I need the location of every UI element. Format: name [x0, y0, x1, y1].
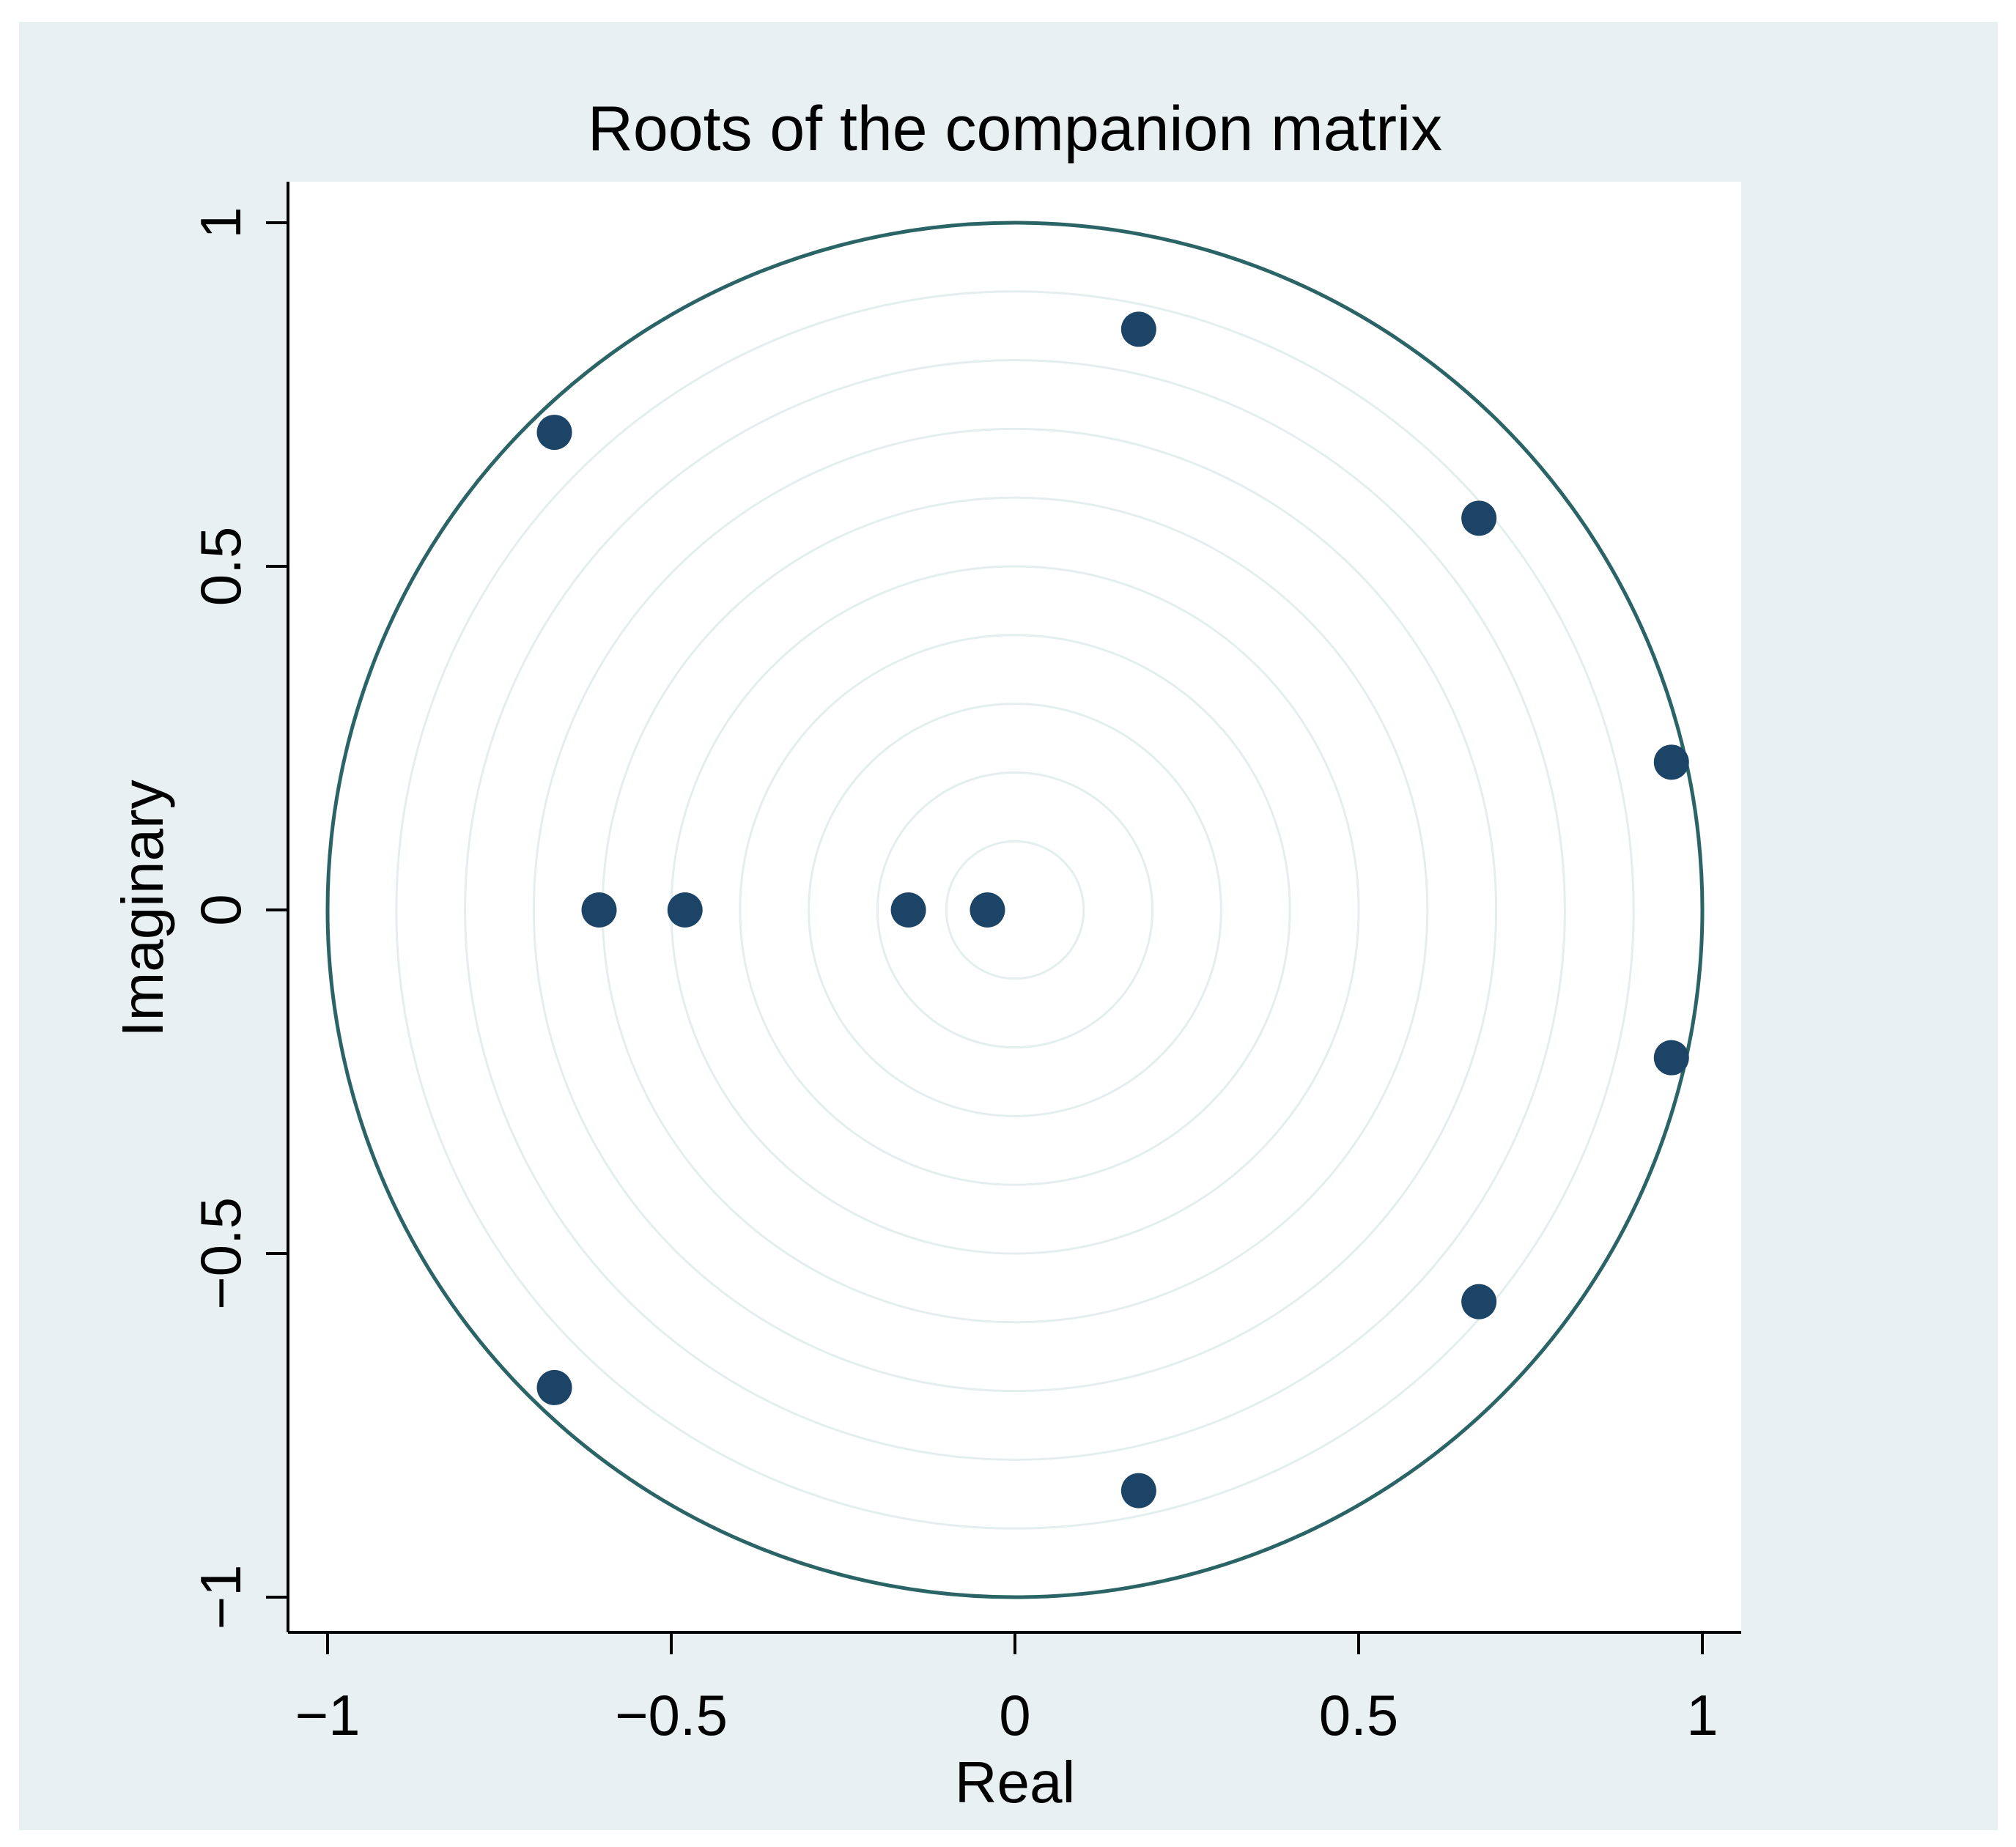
x-tick-label: 0.5 [1319, 1683, 1398, 1747]
reference-circle [945, 840, 1085, 980]
x-tick-label: 0 [999, 1683, 1030, 1747]
y-tick-label: −0.5 [188, 1197, 253, 1310]
y-axis-label: Imaginary [110, 780, 175, 1037]
x-tick-label: −1 [295, 1683, 361, 1747]
reference-circle [876, 771, 1154, 1049]
root-point [581, 892, 617, 928]
root-point [1461, 500, 1497, 536]
y-tick-label: −1 [188, 1565, 253, 1630]
y-tick-label: 1 [188, 207, 253, 238]
root-point [1653, 1040, 1689, 1076]
reference-circle [532, 427, 1498, 1393]
root-point [1653, 744, 1689, 780]
plot-background [288, 182, 1741, 1632]
reference-circle [464, 359, 1566, 1461]
data-points [536, 311, 1689, 1509]
x-axis-label: Real [955, 1750, 1076, 1815]
root-point [667, 892, 703, 928]
root-point [970, 892, 1005, 928]
x-tick-label: −0.5 [615, 1683, 728, 1747]
root-point [536, 1369, 572, 1405]
reference-circle [739, 634, 1291, 1186]
x-tick-label: 1 [1686, 1683, 1718, 1747]
reference-circles [395, 290, 1635, 1530]
root-point [1120, 311, 1156, 347]
root-point [1120, 1473, 1156, 1509]
reference-circle [395, 290, 1635, 1530]
x-axis-ticks: −1 −0.5 0 0.5 1 [295, 1632, 1718, 1747]
unit-circle [325, 221, 1705, 1599]
chart-title: Roots of the companion matrix [588, 94, 1442, 164]
y-axis-ticks: −1 −0.5 0 0.5 1 [188, 207, 288, 1629]
root-point [1461, 1284, 1497, 1319]
root-point [890, 892, 926, 928]
y-tick-label: 0.5 [188, 527, 253, 606]
y-tick-label: 0 [188, 894, 253, 925]
root-point [536, 415, 572, 451]
reference-circle [808, 703, 1222, 1117]
